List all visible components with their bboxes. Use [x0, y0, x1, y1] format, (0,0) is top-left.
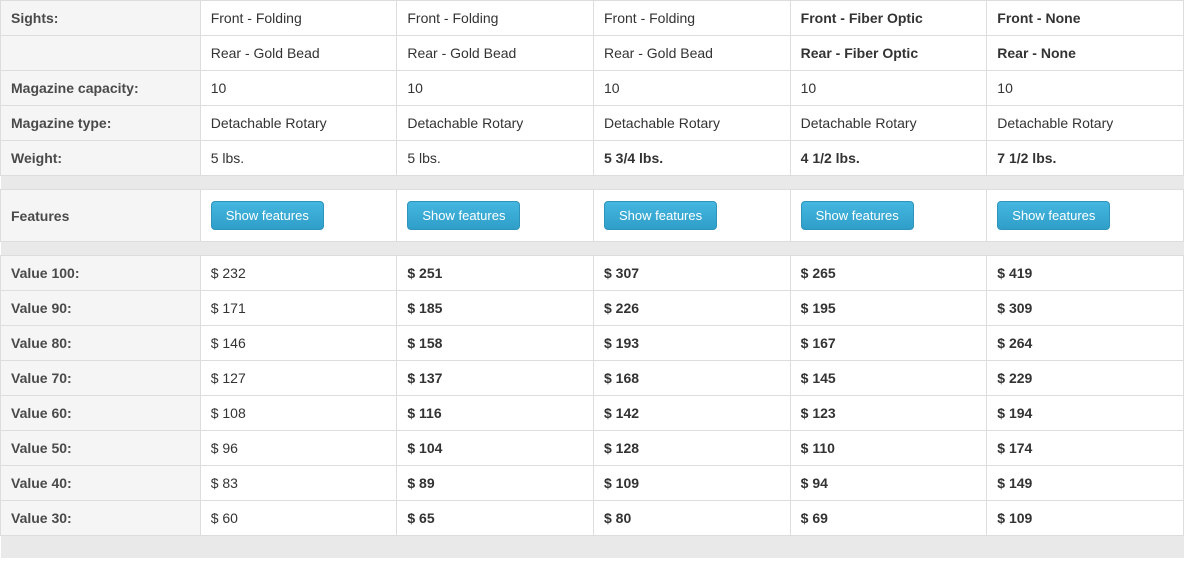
weight-col3: 4 1/2 lbs. [790, 141, 987, 176]
mag-capacity-col3: 10 [790, 71, 987, 106]
mag-type-col4: Detachable Rotary [987, 106, 1184, 141]
sight-rear-col4: Rear - None [987, 36, 1184, 71]
features-col1: Show features [397, 190, 594, 242]
sight-rear-col3: Rear - Fiber Optic [790, 36, 987, 71]
v60-col1: $ 116 [397, 396, 594, 431]
v100-col4: $ 419 [987, 256, 1184, 291]
show-features-button[interactable]: Show features [407, 201, 520, 230]
features-col3: Show features [790, 190, 987, 242]
row-label-sights-rear [1, 36, 201, 71]
mag-type-col2: Detachable Rotary [594, 106, 791, 141]
show-features-button[interactable]: Show features [997, 201, 1110, 230]
weight-col0: 5 lbs. [200, 141, 397, 176]
row-label-v90: Value 90: [1, 291, 201, 326]
row-label-v40: Value 40: [1, 466, 201, 501]
row-label-v80: Value 80: [1, 326, 201, 361]
mag-capacity-col2: 10 [594, 71, 791, 106]
weight-col1: 5 lbs. [397, 141, 594, 176]
sight-front-col4: Front - None [987, 1, 1184, 36]
mag-type-col3: Detachable Rotary [790, 106, 987, 141]
v40-col2: $ 109 [594, 466, 791, 501]
sight-front-col3: Front - Fiber Optic [790, 1, 987, 36]
v30-col4: $ 109 [987, 501, 1184, 536]
v70-col4: $ 229 [987, 361, 1184, 396]
v40-col4: $ 149 [987, 466, 1184, 501]
show-features-button[interactable]: Show features [211, 201, 324, 230]
row-label-v60: Value 60: [1, 396, 201, 431]
v90-col1: $ 185 [397, 291, 594, 326]
v80-col0: $ 146 [200, 326, 397, 361]
v50-col0: $ 96 [200, 431, 397, 466]
row-label-weight: Weight: [1, 141, 201, 176]
v80-col2: $ 193 [594, 326, 791, 361]
features-col0: Show features [200, 190, 397, 242]
v50-col3: $ 110 [790, 431, 987, 466]
comparison-table: Sights:Front - FoldingFront - FoldingFro… [0, 0, 1184, 558]
v80-col4: $ 264 [987, 326, 1184, 361]
row-label-v50: Value 50: [1, 431, 201, 466]
v80-col1: $ 158 [397, 326, 594, 361]
v90-col4: $ 309 [987, 291, 1184, 326]
sight-front-col1: Front - Folding [397, 1, 594, 36]
row-label-mag-type: Magazine type: [1, 106, 201, 141]
sight-front-col2: Front - Folding [594, 1, 791, 36]
v70-col3: $ 145 [790, 361, 987, 396]
mag-capacity-col4: 10 [987, 71, 1184, 106]
v100-col1: $ 251 [397, 256, 594, 291]
v40-col3: $ 94 [790, 466, 987, 501]
row-label-v100: Value 100: [1, 256, 201, 291]
v60-col2: $ 142 [594, 396, 791, 431]
v90-col3: $ 195 [790, 291, 987, 326]
weight-col2: 5 3/4 lbs. [594, 141, 791, 176]
features-col2: Show features [594, 190, 791, 242]
v30-col1: $ 65 [397, 501, 594, 536]
v60-col3: $ 123 [790, 396, 987, 431]
v70-col0: $ 127 [200, 361, 397, 396]
v40-col1: $ 89 [397, 466, 594, 501]
v30-col0: $ 60 [200, 501, 397, 536]
show-features-button[interactable]: Show features [604, 201, 717, 230]
mag-type-col0: Detachable Rotary [200, 106, 397, 141]
row-label-v30: Value 30: [1, 501, 201, 536]
v90-col0: $ 171 [200, 291, 397, 326]
v90-col2: $ 226 [594, 291, 791, 326]
sight-rear-col2: Rear - Gold Bead [594, 36, 791, 71]
weight-col4: 7 1/2 lbs. [987, 141, 1184, 176]
row-label-features: Features [1, 190, 201, 242]
sight-rear-col0: Rear - Gold Bead [200, 36, 397, 71]
mag-capacity-col0: 10 [200, 71, 397, 106]
v70-col2: $ 168 [594, 361, 791, 396]
sight-front-col0: Front - Folding [200, 1, 397, 36]
v100-col2: $ 307 [594, 256, 791, 291]
row-label-v70: Value 70: [1, 361, 201, 396]
mag-type-col1: Detachable Rotary [397, 106, 594, 141]
features-col4: Show features [987, 190, 1184, 242]
mag-capacity-col1: 10 [397, 71, 594, 106]
row-label-mag-capacity: Magazine capacity: [1, 71, 201, 106]
v80-col3: $ 167 [790, 326, 987, 361]
v60-col0: $ 108 [200, 396, 397, 431]
v70-col1: $ 137 [397, 361, 594, 396]
show-features-button[interactable]: Show features [801, 201, 914, 230]
v30-col2: $ 80 [594, 501, 791, 536]
v100-col3: $ 265 [790, 256, 987, 291]
v30-col3: $ 69 [790, 501, 987, 536]
v100-col0: $ 232 [200, 256, 397, 291]
v50-col4: $ 174 [987, 431, 1184, 466]
sight-rear-col1: Rear - Gold Bead [397, 36, 594, 71]
v50-col2: $ 128 [594, 431, 791, 466]
v60-col4: $ 194 [987, 396, 1184, 431]
v40-col0: $ 83 [200, 466, 397, 501]
row-label-sights: Sights: [1, 1, 201, 36]
v50-col1: $ 104 [397, 431, 594, 466]
